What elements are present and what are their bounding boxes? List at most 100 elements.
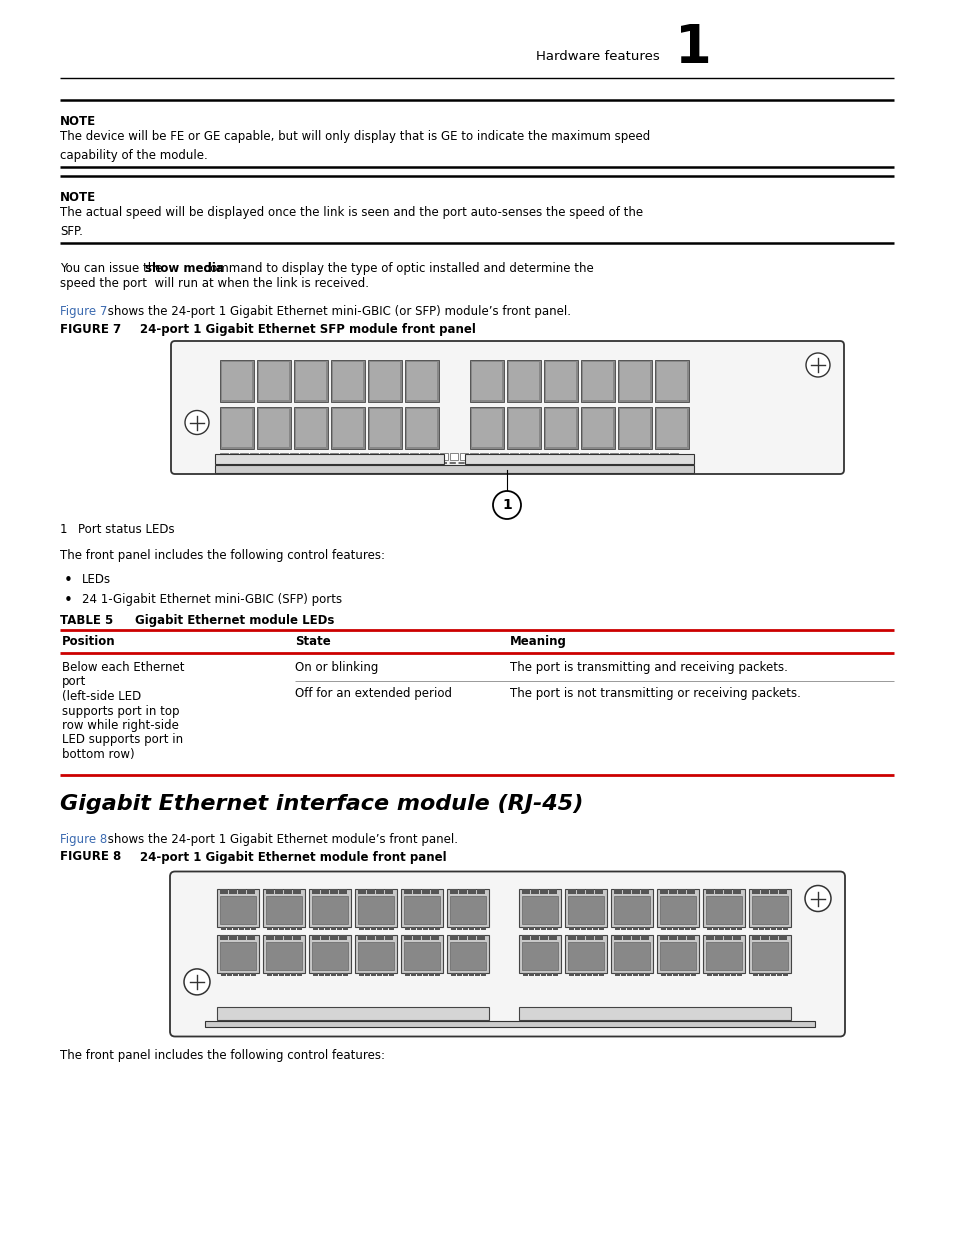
Text: LEDs: LEDs [82, 573, 111, 585]
Bar [580, 359, 615, 403]
Bar [331, 408, 365, 450]
Bar [407, 362, 436, 400]
Bar [251, 972, 255, 976]
Bar [297, 935, 301, 940]
Bar [379, 453, 388, 459]
Bar [631, 888, 636, 893]
Bar [509, 409, 538, 447]
Text: row while right-side: row while right-side [62, 719, 179, 732]
Bar [585, 935, 589, 940]
Bar [220, 941, 255, 969]
Bar [531, 935, 535, 940]
Bar [408, 888, 412, 893]
Bar [548, 935, 553, 940]
Bar [649, 453, 658, 459]
Bar [376, 926, 381, 930]
Bar [568, 926, 574, 930]
Bar [312, 941, 348, 969]
Circle shape [185, 410, 209, 435]
Bar [266, 941, 302, 969]
Bar [297, 888, 301, 893]
Bar [526, 935, 530, 940]
Bar [567, 935, 572, 940]
Bar [309, 888, 351, 926]
Bar [419, 453, 428, 459]
Bar [239, 972, 244, 976]
Bar [582, 362, 613, 400]
Bar [273, 972, 277, 976]
Bar [220, 888, 224, 893]
Bar [224, 888, 229, 893]
Bar [580, 408, 615, 450]
Bar [278, 972, 284, 976]
Bar [691, 888, 695, 893]
Bar [710, 888, 714, 893]
Bar [521, 941, 558, 969]
Bar [679, 972, 683, 976]
Bar [410, 453, 417, 459]
Bar [220, 408, 253, 450]
Bar [610, 888, 652, 926]
Bar [669, 453, 678, 459]
Bar [614, 935, 618, 940]
Bar [779, 888, 782, 893]
Bar [673, 888, 677, 893]
Bar [590, 935, 594, 940]
Circle shape [184, 969, 210, 995]
Bar [631, 935, 636, 940]
Bar [447, 935, 489, 972]
Bar [506, 359, 540, 403]
Bar [545, 362, 576, 400]
Bar [568, 972, 574, 976]
Bar [550, 453, 558, 459]
Bar [472, 362, 501, 400]
Bar [618, 359, 651, 403]
Bar [567, 895, 603, 924]
Bar [245, 972, 250, 976]
Bar [627, 888, 631, 893]
Text: Figure 7: Figure 7 [60, 305, 108, 317]
Bar [247, 888, 251, 893]
Bar [431, 935, 435, 940]
Bar [371, 972, 375, 976]
Bar [371, 888, 375, 893]
Bar [403, 895, 439, 924]
Bar [759, 926, 763, 930]
Bar [288, 935, 293, 940]
Bar [279, 935, 283, 940]
Bar [338, 888, 343, 893]
Bar [567, 941, 603, 969]
Bar [546, 972, 552, 976]
Bar [572, 888, 576, 893]
Bar [362, 935, 366, 940]
Bar [691, 935, 695, 940]
Bar [626, 926, 631, 930]
Bar [416, 972, 421, 976]
Bar [233, 888, 237, 893]
Bar [233, 935, 237, 940]
Bar [564, 935, 606, 972]
Bar [357, 935, 361, 940]
Bar [459, 453, 468, 459]
Bar [728, 888, 732, 893]
Bar [296, 926, 302, 930]
Bar [458, 935, 462, 940]
Text: 24-port 1 Gigabit Ethernet module front panel: 24-port 1 Gigabit Ethernet module front … [140, 851, 446, 863]
Bar [413, 888, 416, 893]
Bar [389, 888, 393, 893]
Bar [782, 926, 787, 930]
Bar [290, 453, 297, 459]
Bar [626, 972, 631, 976]
Bar [376, 972, 381, 976]
Bar [316, 888, 320, 893]
Bar [451, 926, 456, 930]
Bar [417, 935, 421, 940]
Bar [614, 888, 618, 893]
Bar [770, 926, 775, 930]
Text: port: port [62, 676, 87, 688]
Bar [585, 888, 589, 893]
Bar [451, 972, 456, 976]
Bar [593, 926, 598, 930]
Text: speed the port  will run at when the link is received.: speed the port will run at when the link… [60, 277, 369, 290]
Bar [509, 362, 538, 400]
